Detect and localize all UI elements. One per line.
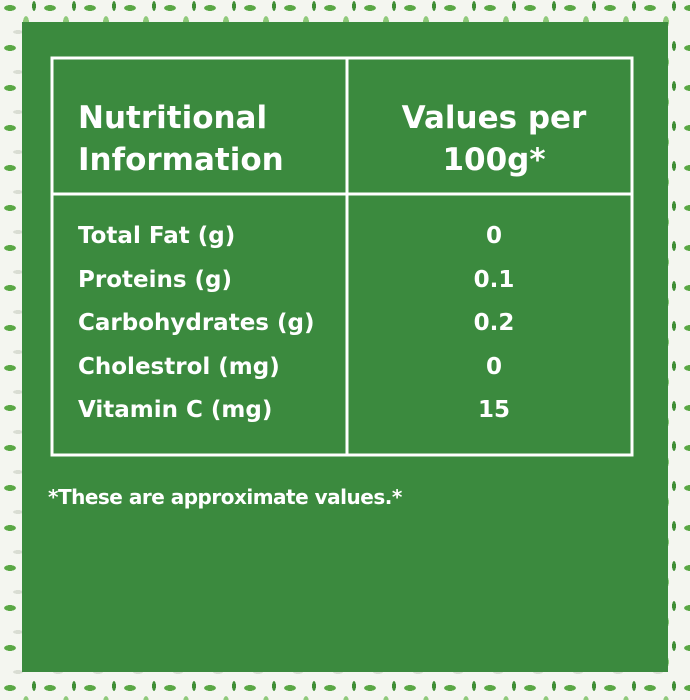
- table-border: [50, 56, 634, 457]
- header-value: Values per 100g*: [401, 100, 587, 178]
- nutrient-value: 0.2: [473, 310, 515, 336]
- nutrient-value: 15: [477, 397, 510, 423]
- nutrient-name: Vitamin C (mg): [78, 397, 273, 423]
- nutrient-name: Carbohydrates (g): [78, 310, 315, 336]
- nutrient-value: 0.1: [473, 266, 515, 293]
- nutrient-name: Cholestrol (mg): [78, 353, 280, 380]
- nutrient-name: Proteins (g): [78, 266, 233, 293]
- header-label: Nutritional Information: [78, 100, 284, 178]
- nutrient-name: Total Fat (g): [78, 223, 236, 249]
- nutrition-panel: Nutritional Information Values per 100g*…: [22, 22, 668, 672]
- nutrient-value: 0: [485, 353, 502, 380]
- table-lines: [50, 56, 634, 457]
- footnote: *These are approximate values.*: [48, 485, 402, 509]
- nutrient-value: 0: [485, 223, 502, 249]
